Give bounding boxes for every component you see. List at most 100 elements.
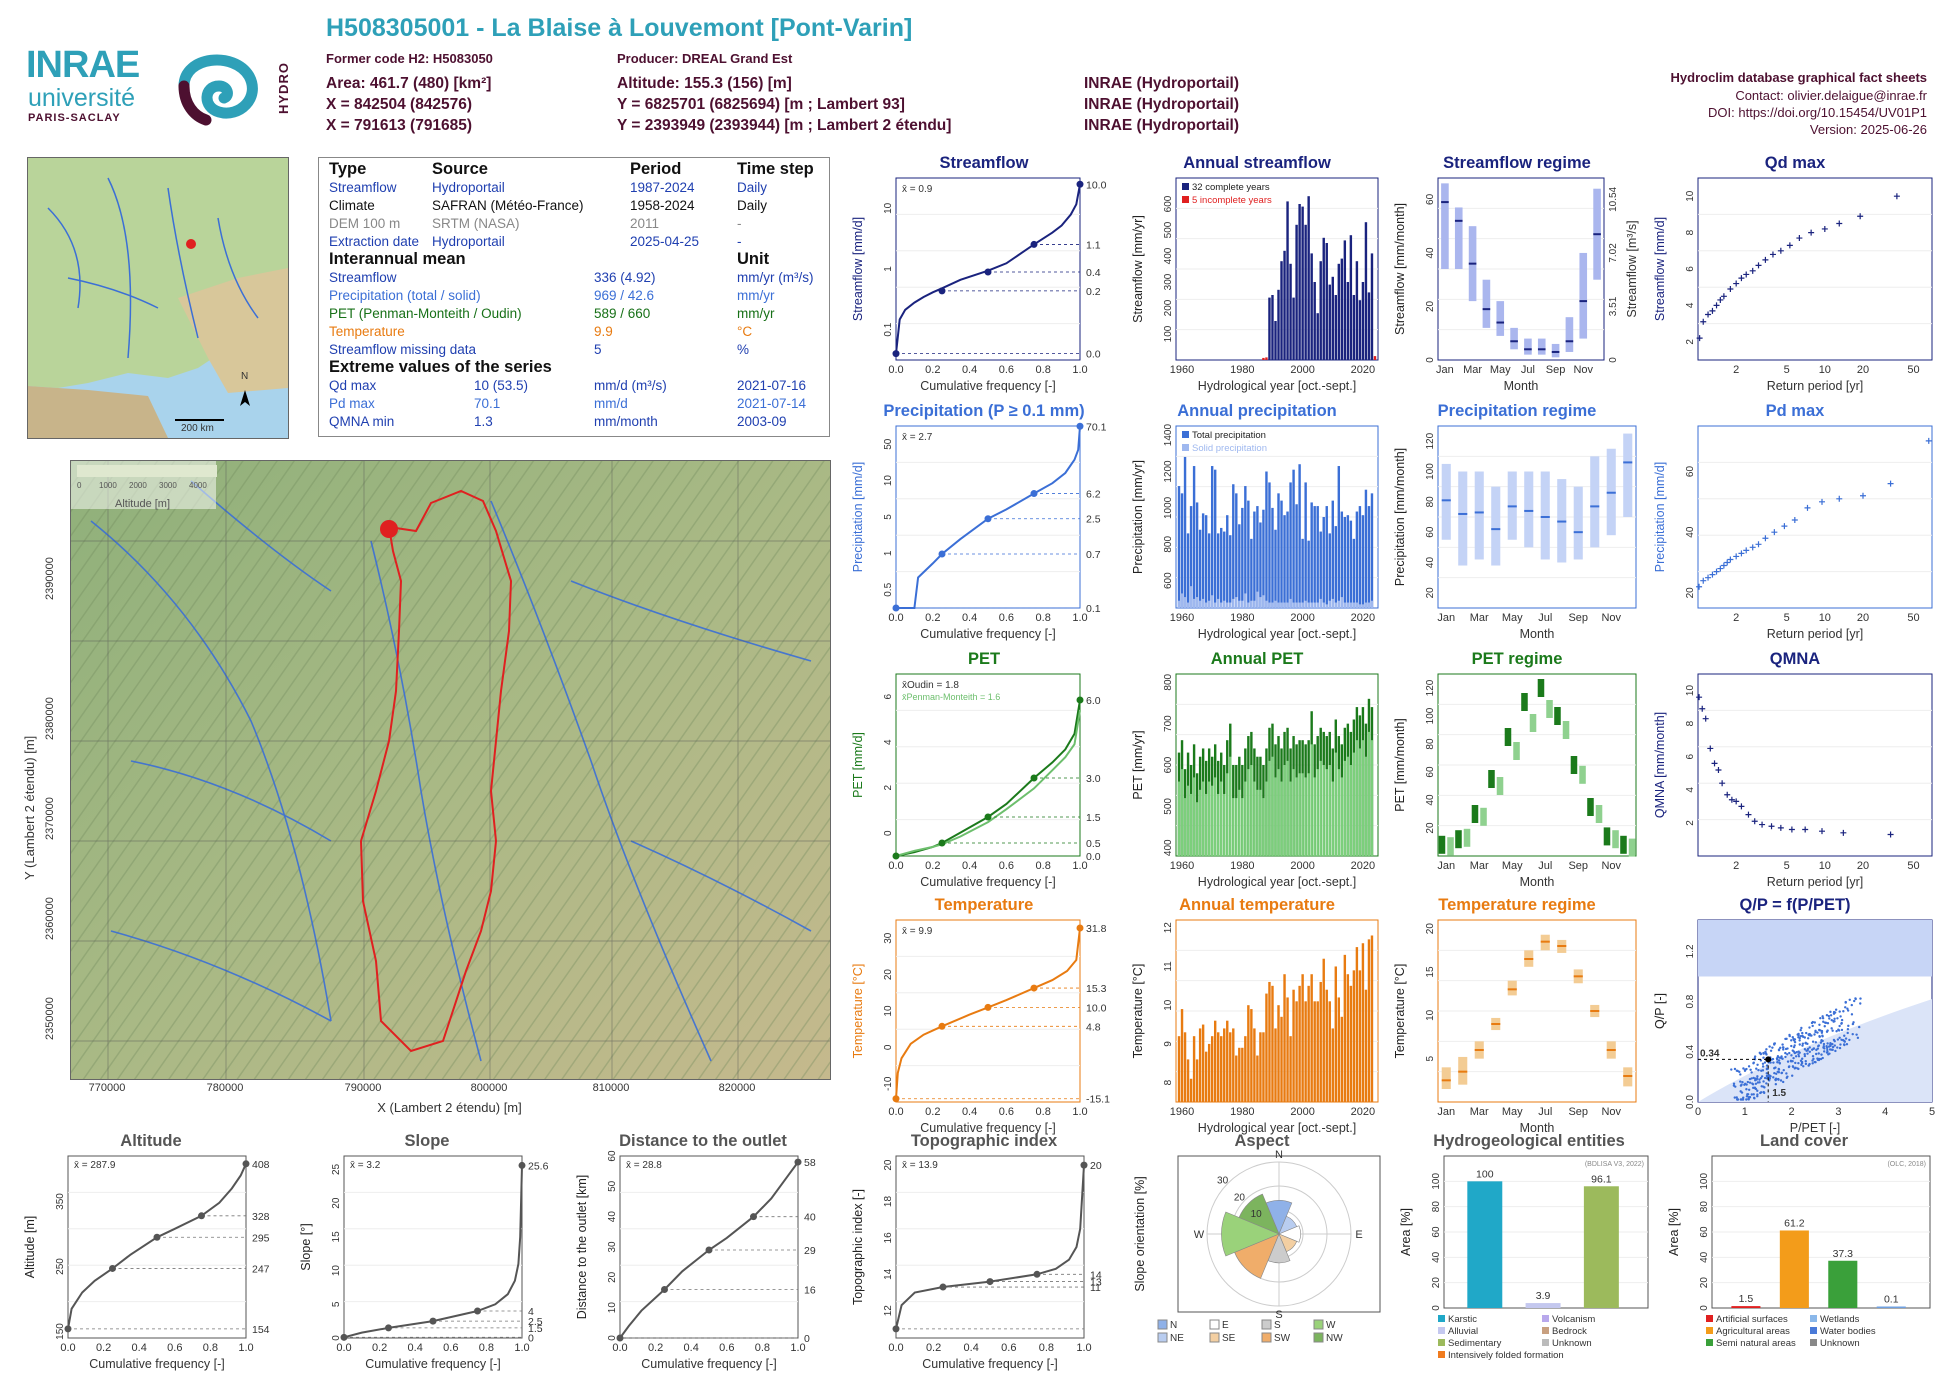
legend-tick: 4000 — [189, 481, 207, 490]
mean-label: x̄Penman-Monteith = 1.6 — [902, 692, 1000, 702]
quantile-point — [892, 350, 900, 358]
mean-label: x̄ = 28.8 — [626, 1160, 662, 1171]
annual-bar — [1220, 527, 1223, 608]
daily-point — [1808, 1050, 1812, 1054]
daily-point — [1781, 1043, 1784, 1046]
quantile-point — [242, 1160, 250, 1168]
daily-point — [1837, 1028, 1840, 1031]
daily-point — [1812, 1047, 1816, 1050]
x-axis-label: Cumulative frequency [-] — [365, 1357, 500, 1371]
tick-label: 0 — [883, 1044, 894, 1050]
solid-bar — [1328, 600, 1331, 608]
legend-swatch — [1542, 1315, 1549, 1322]
daily-point — [1828, 1017, 1831, 1020]
annual-bar — [1310, 253, 1313, 360]
tick-label: 0 — [1431, 1305, 1442, 1311]
tick-label: 0.6 — [1001, 1342, 1016, 1354]
annual-bar — [1331, 1028, 1334, 1102]
table-row: Streamflow Hydroportail 1987-2024 Daily — [329, 180, 819, 198]
annual-bar-secondary — [1298, 773, 1301, 856]
daily-point — [1820, 1053, 1823, 1056]
solid-bar — [1250, 600, 1253, 608]
tick-label: 12 — [883, 1305, 894, 1317]
regime-box-secondary — [1546, 700, 1553, 718]
legend-swatch — [1542, 1339, 1549, 1346]
tick-label: 50 — [883, 438, 894, 450]
daily-point — [1803, 1036, 1807, 1039]
solid-bar — [1271, 602, 1274, 608]
north-arrow-label: N — [241, 371, 249, 382]
daily-point — [1811, 1062, 1814, 1065]
x-axis-label: Cumulative frequency [-] — [641, 1357, 776, 1371]
mean-unit: °C — [737, 324, 753, 339]
daily-point — [1773, 1071, 1776, 1075]
quantile-point — [1076, 422, 1084, 430]
solid-bar — [1232, 598, 1235, 608]
legend-swatch — [1438, 1351, 1445, 1358]
daily-point — [1797, 1061, 1800, 1065]
legend-label: E — [1222, 1320, 1229, 1331]
tick-label: 15 — [1425, 966, 1436, 978]
cdf-line — [343, 1165, 523, 1339]
contact[interactable]: Contact: olivier.delaigue@inrae.fr — [1735, 88, 1927, 103]
daily-point — [1752, 1086, 1755, 1090]
annual-bar — [1289, 482, 1292, 608]
tick-label: 8 — [1685, 229, 1696, 235]
x-axis-label: Month — [1520, 875, 1555, 889]
x-axis-label: Hydrological year [oct.-sept.] — [1198, 379, 1356, 393]
annual-bar — [1352, 538, 1356, 608]
annual-bar — [1313, 282, 1316, 360]
solid-bar — [1229, 602, 1232, 608]
daily-point — [1826, 1048, 1829, 1052]
rp-point — [1781, 523, 1788, 530]
tick-label: 1.0 — [1072, 612, 1087, 624]
annual-bar-secondary — [1177, 781, 1181, 856]
annual-bar — [1322, 517, 1325, 608]
solid-bar — [1310, 602, 1313, 608]
tick-label: 20 — [1857, 364, 1869, 376]
mean-row: Temperature 9.9 °C — [329, 324, 819, 342]
daily-point — [1745, 1083, 1748, 1086]
daily-point — [1776, 1055, 1780, 1058]
tick-label: Mar — [1463, 364, 1482, 376]
rp-point — [1709, 571, 1716, 578]
daily-point — [1813, 1021, 1816, 1024]
mean-label: Precipitation (total / solid) — [329, 288, 481, 303]
daily-point — [1833, 1044, 1837, 1047]
annual-bar-secondary — [1337, 769, 1341, 856]
quantile-point — [984, 515, 992, 523]
daily-point — [1806, 1047, 1810, 1051]
quantile-point — [1076, 696, 1084, 704]
annual-bar-secondary — [1301, 773, 1304, 856]
daily-point — [1756, 1089, 1759, 1092]
y-axis-label: Q/P [-] — [1653, 993, 1667, 1029]
tick-label: Sep — [1568, 1106, 1588, 1118]
daily-point — [1843, 1043, 1846, 1047]
daily-point — [1826, 1042, 1829, 1045]
daily-point — [1763, 1086, 1766, 1089]
direction-label: E — [1355, 1229, 1362, 1241]
legend-swatch — [1810, 1315, 1817, 1322]
regime-box — [1507, 980, 1517, 996]
tick-label: 0.4 — [962, 364, 977, 376]
daily-point — [1794, 1055, 1798, 1058]
page-title: H508305001 - La Blaise à Louvemont [Pont… — [326, 14, 913, 42]
solid-bar — [1361, 604, 1365, 608]
tick-label: 16 — [883, 1232, 894, 1244]
solid-bar — [1186, 602, 1190, 608]
tick-label: 60 — [1685, 466, 1696, 478]
daily-point — [1779, 1046, 1782, 1050]
chart-svg: Return period [yr] Precipitation [mm/d] 2 5… — [1653, 425, 1933, 641]
daily-point — [1852, 1021, 1855, 1024]
annual-bar — [1322, 237, 1325, 360]
tick-label: 1980 — [1230, 612, 1254, 624]
cell-step: - — [737, 216, 742, 231]
annual-bar — [1340, 511, 1344, 608]
annual-bar-secondary — [1358, 748, 1362, 856]
tick-label: 40 — [1685, 526, 1696, 538]
legend-label: NW — [1326, 1333, 1343, 1344]
daily-point — [1788, 1065, 1791, 1068]
rp-point — [1821, 225, 1828, 232]
doi-link[interactable]: DOI: https://doi.org/10.15454/UV01P1 — [1708, 105, 1927, 120]
tick-label: 0.6 — [999, 364, 1014, 376]
